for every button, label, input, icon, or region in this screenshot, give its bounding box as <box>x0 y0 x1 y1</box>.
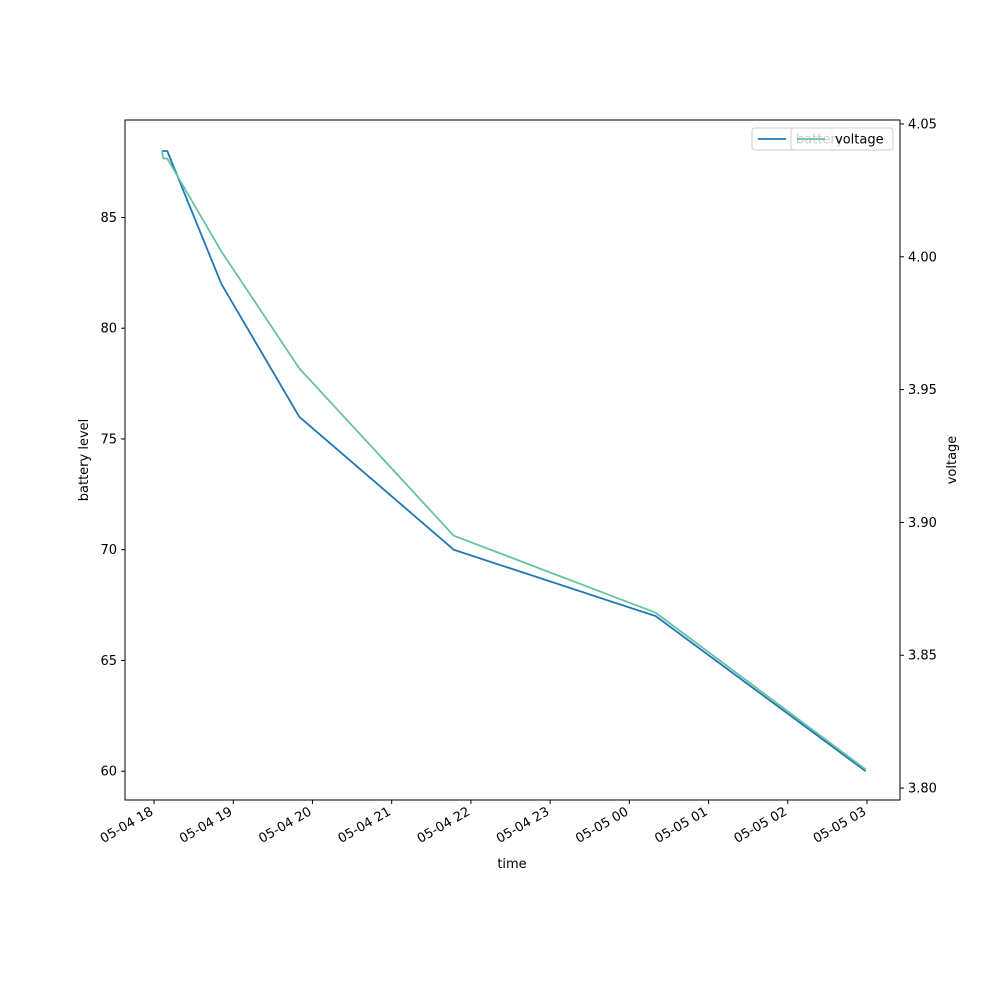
x-tick-label: 05-04 18 <box>98 804 156 846</box>
legends: batteryvoltage <box>751 127 894 151</box>
x-tick-label: 05-04 22 <box>415 804 473 846</box>
y-left-tick-label: 75 <box>100 432 117 447</box>
plot-area <box>124 119 901 801</box>
y-left-tick-label: 60 <box>100 765 117 780</box>
y-axis-label-right: voltage <box>945 436 960 485</box>
y-left-tick-label: 80 <box>100 322 117 337</box>
y-left-tick-label: 85 <box>100 211 117 226</box>
y-right-tick-label: 3.80 <box>908 782 937 797</box>
y-right-tick-label: 3.85 <box>908 649 937 664</box>
x-axis-label: time <box>497 857 526 872</box>
plot-frame <box>124 119 901 801</box>
x-tick-label: 05-04 23 <box>494 804 552 846</box>
legend-voltage: voltage <box>790 127 894 151</box>
legend-label-voltage: voltage <box>835 133 884 148</box>
y-axis-right: 3.80 3.85 3.90 3.95 4.00 4.05 <box>900 117 937 797</box>
y-axis-label-left: battery level <box>77 419 92 502</box>
y-left-tick-label: 70 <box>100 543 117 558</box>
y-right-tick-label: 3.95 <box>908 383 937 398</box>
x-tick-label: 05-05 03 <box>811 804 869 846</box>
y-axis-left: 60 65 70 75 80 85 <box>100 211 125 780</box>
x-axis: 05-04 18 05-04 19 05-04 20 05-04 21 05-04 22… <box>98 800 869 847</box>
x-tick-label: 05-05 00 <box>573 804 631 846</box>
y-right-tick-label: 3.90 <box>908 516 937 531</box>
series-line-battery <box>161 150 867 772</box>
x-tick-label: 05-05 01 <box>652 804 710 846</box>
y-right-tick-label: 4.00 <box>908 250 937 265</box>
series-line-voltage <box>161 150 867 771</box>
y-right-tick-label: 4.05 <box>908 117 937 132</box>
x-tick-label: 05-04 19 <box>177 804 235 846</box>
x-tick-label: 05-04 20 <box>256 804 314 846</box>
x-tick-label: 05-05 02 <box>732 804 790 846</box>
series-layer <box>161 150 867 772</box>
x-tick-label: 05-04 21 <box>336 804 394 846</box>
legend-box <box>790 127 894 151</box>
y-left-tick-label: 65 <box>100 654 117 669</box>
